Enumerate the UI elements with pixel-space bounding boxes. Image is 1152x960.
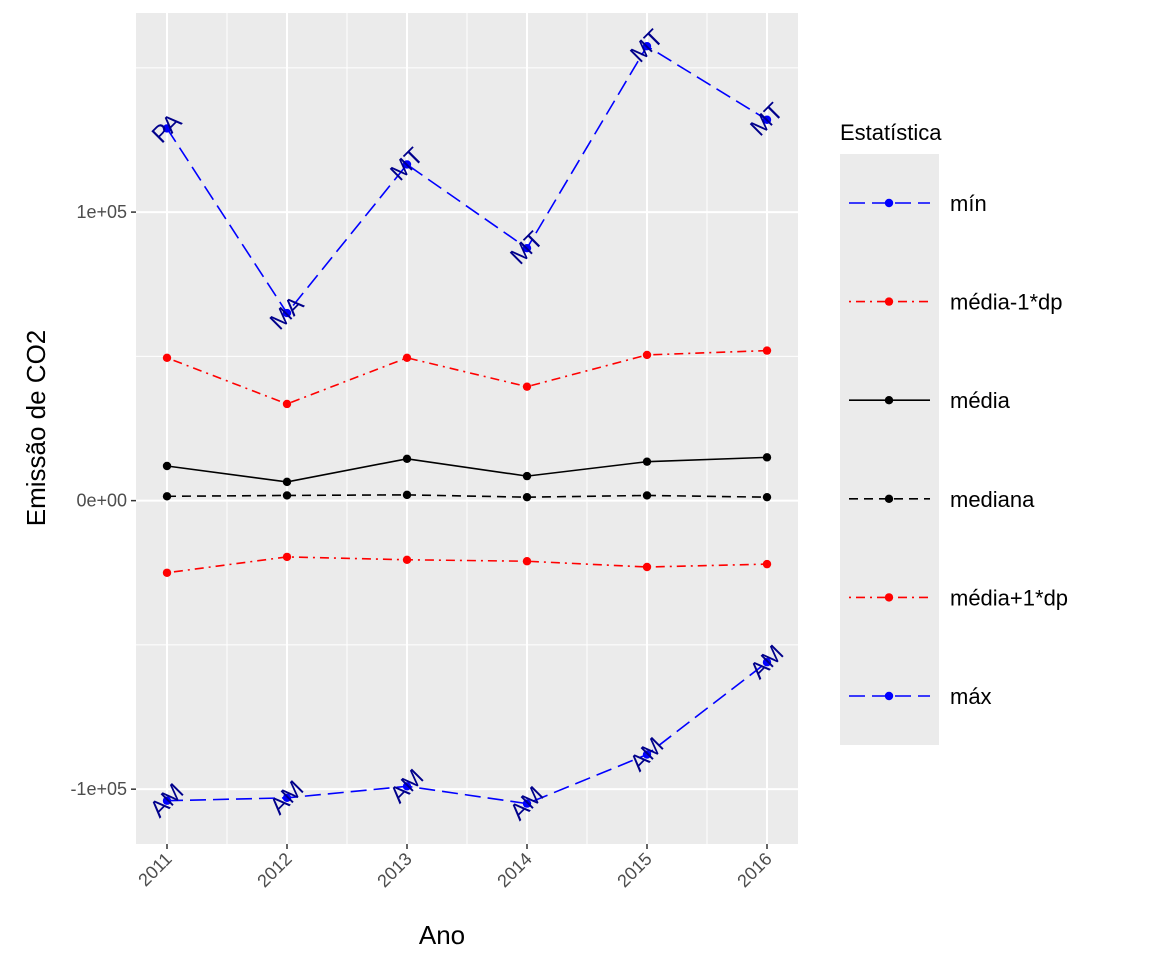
series-point — [522, 492, 532, 502]
series-line — [166, 45, 768, 315]
y-axis-title: Emissão de CO2 — [21, 330, 51, 527]
legend-key-background — [840, 154, 939, 745]
legend-key-point — [884, 691, 894, 701]
series-point — [642, 457, 652, 466]
legend: Estatística mín média-1*dp média mediana méd… — [840, 120, 1068, 745]
legend-title: Estatística — [840, 120, 942, 145]
legend-key-point — [884, 396, 894, 405]
series-point — [762, 658, 772, 667]
series-point — [522, 382, 532, 391]
series-point — [762, 346, 772, 355]
series-point — [522, 557, 532, 566]
series-point — [402, 555, 412, 564]
series-point — [162, 568, 172, 577]
series-point — [642, 491, 652, 500]
x-tick-label: 2012 — [253, 849, 295, 891]
series-point — [762, 115, 772, 124]
series-point — [762, 453, 772, 462]
series-layer — [162, 41, 772, 808]
legend-label: máx — [950, 684, 992, 709]
x-tick-label: 2015 — [613, 849, 655, 891]
series-point — [282, 477, 292, 487]
x-tick-label: 2013 — [373, 849, 415, 891]
legend-label: média-1*dp — [950, 290, 1063, 315]
legend-key-point — [884, 198, 894, 208]
series-point — [162, 353, 172, 363]
series-point — [162, 461, 172, 471]
series-point — [162, 796, 172, 805]
series-point — [522, 799, 532, 808]
series-point — [522, 243, 532, 253]
series-point — [642, 41, 652, 51]
legend-label: mín — [950, 191, 987, 216]
grid-major — [136, 13, 798, 844]
series-point — [282, 491, 292, 500]
series-point — [762, 559, 772, 569]
series-line — [166, 661, 768, 805]
series-point — [642, 750, 652, 759]
series-line — [166, 556, 768, 574]
series-point — [282, 793, 292, 803]
series-point — [402, 160, 412, 169]
legend-key-point — [884, 593, 894, 602]
legend-items: mín média-1*dp média mediana média+1*dp máx — [849, 191, 1068, 709]
legend-label: média — [950, 388, 1011, 413]
series-point — [282, 399, 292, 409]
grid-minor — [136, 13, 798, 844]
x-axis: 2011 2012 2013 2014 2015 2016 — [134, 844, 776, 891]
legend-label: mediana — [950, 487, 1035, 512]
series-point — [642, 350, 652, 360]
x-tick-label: 2016 — [733, 849, 775, 891]
x-axis-title: Ano — [419, 920, 465, 950]
legend-label: média+1*dp — [950, 585, 1068, 610]
series-line — [166, 494, 768, 498]
series-point — [162, 492, 172, 501]
y-tick-label: -1e+05 — [70, 779, 127, 799]
x-tick-label: 2014 — [493, 849, 535, 891]
series-point — [402, 490, 412, 500]
series-point — [402, 454, 412, 463]
series-point — [522, 471, 532, 481]
series-point — [282, 552, 292, 562]
series-point — [642, 562, 652, 572]
y-tick-label: 1e+05 — [76, 202, 127, 222]
y-tick-label: 0e+00 — [76, 491, 127, 511]
series-point — [402, 353, 412, 363]
series-point — [762, 492, 772, 502]
legend-key-point — [884, 494, 894, 503]
y-axis: 1e+05 0e+00 -1e+05 — [70, 202, 136, 799]
x-tick-label: 2011 — [134, 849, 176, 891]
series-point — [282, 308, 292, 318]
series-point — [402, 782, 412, 791]
legend-key-point — [884, 297, 894, 306]
series-point — [162, 124, 172, 133]
series-line — [166, 456, 768, 483]
